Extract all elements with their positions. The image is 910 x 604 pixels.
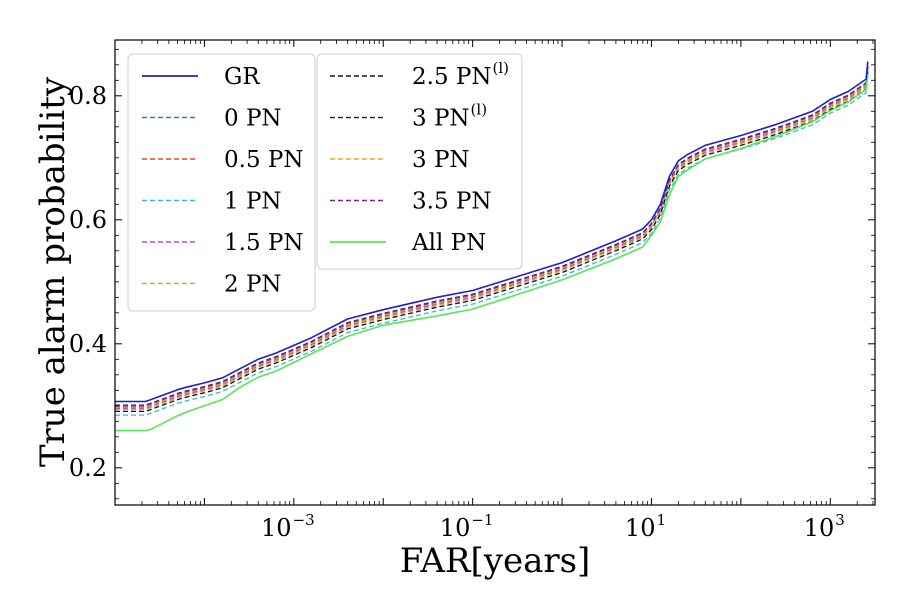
series-line-1-5-pn-4 xyxy=(115,68,869,409)
legend-label-2-5-pn-l-6: 2.5 PN(l) xyxy=(412,59,509,90)
legend-label-1-pn-3: 1 PN xyxy=(224,189,282,215)
x-tick-label: 103 xyxy=(804,511,845,542)
legend-label-0-5-pn-2: 0.5 PN xyxy=(224,147,304,173)
x-tick-label: 10−3 xyxy=(261,511,315,542)
x-axis-label: FAR[years] xyxy=(400,541,591,581)
series-line-2-pn-5 xyxy=(115,69,869,411)
legend-entries: GR 0 PN 0.5 PN 1 PN 1.5 PN 2 PN 2.5 PN(l) 3 PN(… xyxy=(142,59,509,298)
legend-label-gr-0: GR xyxy=(224,64,260,90)
series-line-all-pn-10 xyxy=(115,73,869,432)
legend-label-2-pn-5: 2 PN xyxy=(224,272,282,298)
legend-label-0-pn-1: 0 PN xyxy=(224,106,282,132)
plot-frame xyxy=(114,39,876,506)
y-tick-label: 0.4 xyxy=(69,330,107,358)
series-line-gr-0 xyxy=(115,61,869,403)
y-tick-label: 0.2 xyxy=(69,454,107,482)
legend-label-3-5-pn-9: 3.5 PN xyxy=(412,189,492,215)
legend-label-1-5-pn-4: 1.5 PN xyxy=(224,230,304,256)
legend-box-left xyxy=(127,53,316,312)
series-line-3-5-pn-9 xyxy=(115,65,869,407)
x-tick-label: 101 xyxy=(625,511,666,542)
legend-label-3-pn-8: 3 PN xyxy=(412,147,470,173)
legend-box-right xyxy=(316,53,523,270)
legend: GR 0 PN 0.5 PN 1 PN 1.5 PN 2 PN 2.5 PN(l) 3 PN(… xyxy=(127,53,523,312)
ticks-layer: 0.2 0.4 0.6 0.8 10−3 10−1 101 103 xyxy=(69,40,875,542)
y-tick-label: 0.6 xyxy=(69,206,107,234)
x-tick-label: 10−1 xyxy=(440,511,494,542)
y-tick-label: 0.8 xyxy=(69,82,107,110)
legend-label-all-pn-10: All PN xyxy=(411,230,486,256)
series-line-1-pn-3 xyxy=(115,75,869,416)
y-axis-label: True alarm probability xyxy=(33,76,73,467)
series-layer xyxy=(115,61,869,432)
series-line-3-pn-8 xyxy=(115,67,869,408)
series-line-2-5-pn-l-6 xyxy=(115,71,869,413)
legend-label-3-pn-l-7: 3 PN(l) xyxy=(412,101,487,132)
